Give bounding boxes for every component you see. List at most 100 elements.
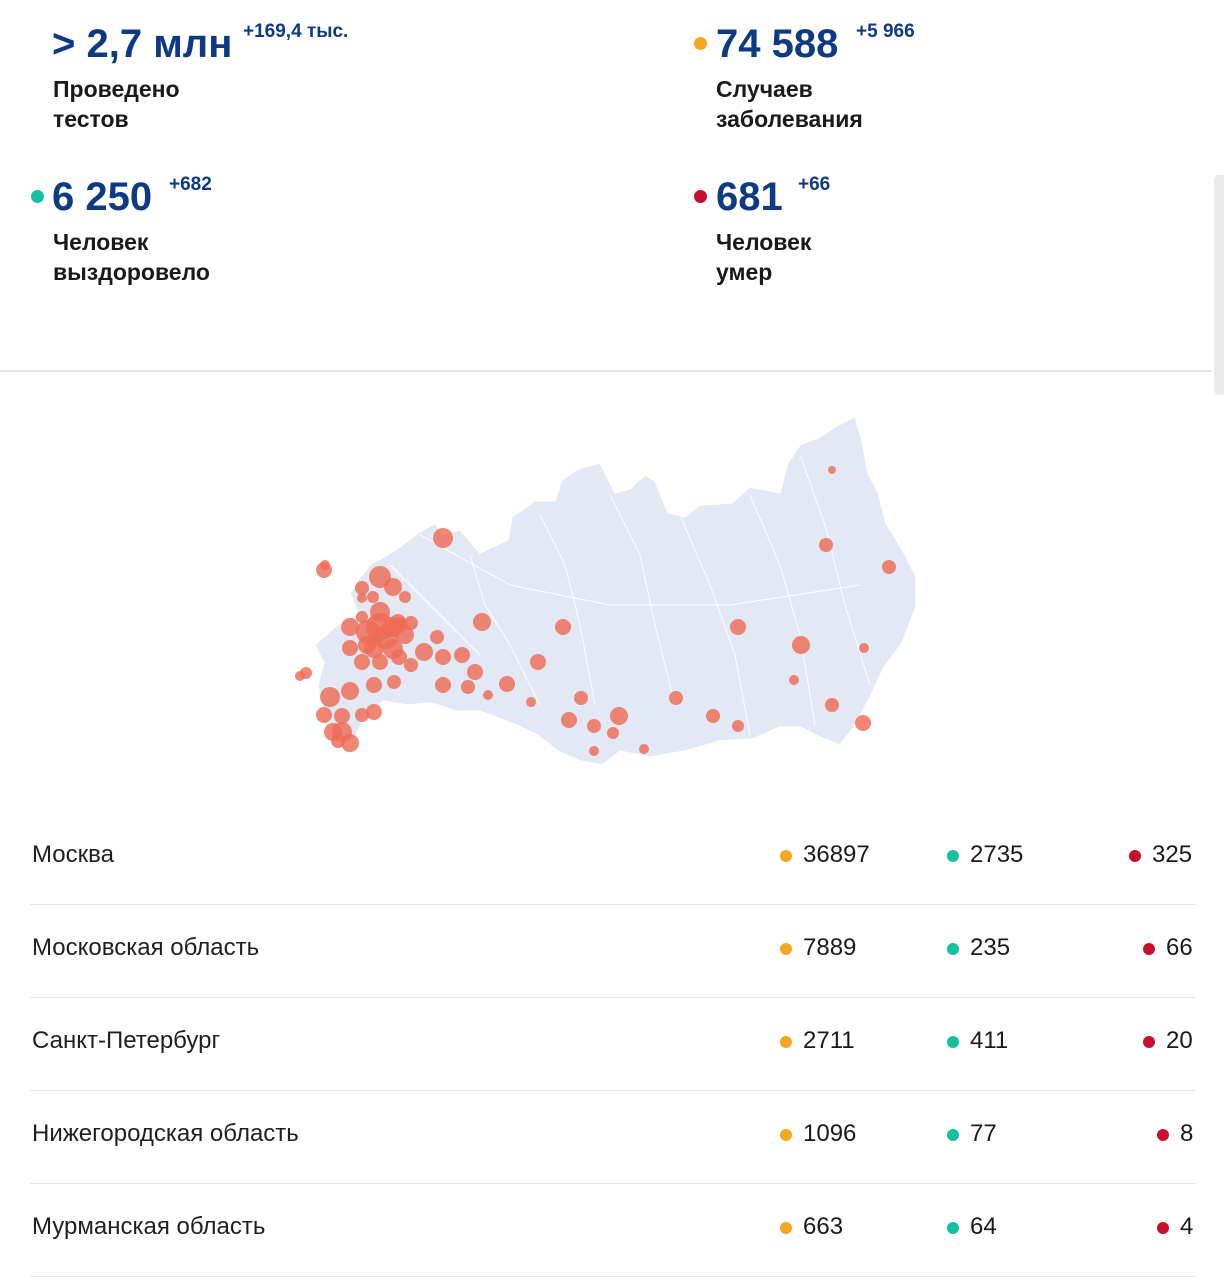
case-marker xyxy=(366,677,382,693)
case-marker xyxy=(730,619,746,635)
cases-dot-icon xyxy=(780,943,792,955)
case-marker xyxy=(454,647,470,663)
map-land xyxy=(314,416,917,766)
table-row[interactable]: Москва 36897 2735 325 xyxy=(30,811,1196,905)
tests-value: > 2,7 млн xyxy=(52,22,233,66)
case-marker xyxy=(390,614,406,630)
case-marker xyxy=(391,649,407,665)
recovered-delta: +682 xyxy=(169,174,212,195)
table-row[interactable]: Нижегородская область 1096 77 8 xyxy=(30,1090,1196,1184)
case-marker xyxy=(499,676,515,692)
region-name: Московская область xyxy=(32,934,260,961)
case-marker xyxy=(732,720,744,732)
recovered-dot-icon xyxy=(31,190,44,203)
deaths-dot-icon xyxy=(1157,1129,1169,1141)
recovered-count: 2735 xyxy=(970,841,1024,868)
tests-label-line2: тестов xyxy=(53,106,129,132)
case-marker xyxy=(882,560,896,574)
case-marker xyxy=(341,618,359,636)
case-marker xyxy=(404,658,418,672)
case-marker xyxy=(555,619,571,635)
deaths-delta: +66 xyxy=(798,174,831,195)
case-marker xyxy=(430,630,444,644)
case-marker xyxy=(669,691,683,705)
cases-count: 2711 xyxy=(803,1027,855,1054)
recovered-dot-icon xyxy=(947,1222,959,1234)
cases-value: 74 588 xyxy=(716,22,839,66)
region-name: Москва xyxy=(32,841,114,868)
deaths-count: 4 xyxy=(1180,1213,1194,1240)
case-marker xyxy=(384,578,402,596)
case-marker xyxy=(341,734,359,752)
scrollbar[interactable] xyxy=(1214,175,1224,395)
cases-dot-icon xyxy=(780,1129,792,1141)
section-divider xyxy=(0,370,1212,372)
deaths-label-line1: Человек xyxy=(716,229,812,255)
case-marker xyxy=(855,715,871,731)
recovered-value: 6 250 xyxy=(52,175,153,219)
case-marker xyxy=(435,649,451,665)
case-marker xyxy=(574,691,588,705)
cases-count: 663 xyxy=(803,1213,844,1240)
recovered-dot-icon xyxy=(947,1129,959,1141)
cases-label-line1: Случаев xyxy=(716,76,813,102)
recovered-label-line1: Человек xyxy=(53,229,149,255)
recovered-count: 64 xyxy=(970,1213,997,1240)
case-marker xyxy=(828,466,836,474)
case-marker xyxy=(366,704,382,720)
table-row[interactable]: Мурманская область 663 64 4 xyxy=(30,1183,1196,1277)
table-row[interactable]: Московская область 7889 235 66 xyxy=(30,904,1196,998)
case-marker xyxy=(587,719,601,733)
map-markers xyxy=(295,466,896,756)
case-marker xyxy=(342,640,358,656)
deaths-dot-icon xyxy=(1143,943,1155,955)
case-marker xyxy=(300,667,312,679)
russia-map[interactable] xyxy=(280,405,930,775)
case-marker xyxy=(355,581,369,595)
recovered-count: 411 xyxy=(970,1027,1009,1054)
case-marker xyxy=(792,636,810,654)
region-name: Санкт-Петербург xyxy=(32,1027,221,1054)
cases-dot-icon xyxy=(780,1222,792,1234)
recovered-dot-icon xyxy=(947,943,959,955)
case-marker xyxy=(404,616,418,630)
case-marker xyxy=(364,638,384,658)
case-marker xyxy=(356,611,368,623)
case-marker xyxy=(819,538,833,552)
cases-count: 7889 xyxy=(803,934,857,961)
region-name: Нижегородская область xyxy=(32,1120,299,1147)
deaths-count: 325 xyxy=(1152,841,1193,868)
case-marker xyxy=(483,690,493,700)
cases-delta: +5 966 xyxy=(856,21,915,42)
deaths-dot-icon xyxy=(1129,850,1141,862)
case-marker xyxy=(367,591,379,603)
recovered-count: 235 xyxy=(970,934,1011,961)
case-marker xyxy=(706,709,720,723)
case-marker xyxy=(357,593,367,603)
deaths-dot-icon xyxy=(1143,1036,1155,1048)
case-marker xyxy=(467,664,483,680)
deaths-count: 8 xyxy=(1180,1120,1194,1147)
deaths-label-line2: умер xyxy=(716,259,773,285)
case-marker xyxy=(859,643,869,653)
deaths-count: 66 xyxy=(1166,934,1193,961)
case-marker xyxy=(320,560,330,570)
case-marker xyxy=(607,727,619,739)
case-marker xyxy=(396,626,414,644)
deaths-count: 20 xyxy=(1166,1027,1193,1054)
tests-label-line1: Проведено xyxy=(53,76,180,102)
case-marker xyxy=(825,698,839,712)
recovered-dot-icon xyxy=(947,850,959,862)
region-name: Мурманская область xyxy=(32,1213,266,1240)
cases-dot-icon xyxy=(780,1036,792,1048)
recovered-count: 77 xyxy=(970,1120,997,1147)
case-marker xyxy=(639,744,649,754)
deaths-value: 681 xyxy=(716,175,783,219)
case-marker xyxy=(561,712,577,728)
case-marker xyxy=(526,697,536,707)
table-row[interactable]: Санкт-Петербург 2711 411 20 xyxy=(30,997,1196,1091)
recovered-dot-icon xyxy=(947,1036,959,1048)
case-marker xyxy=(435,677,451,693)
case-marker xyxy=(473,613,491,631)
deaths-dot-icon xyxy=(694,190,707,203)
